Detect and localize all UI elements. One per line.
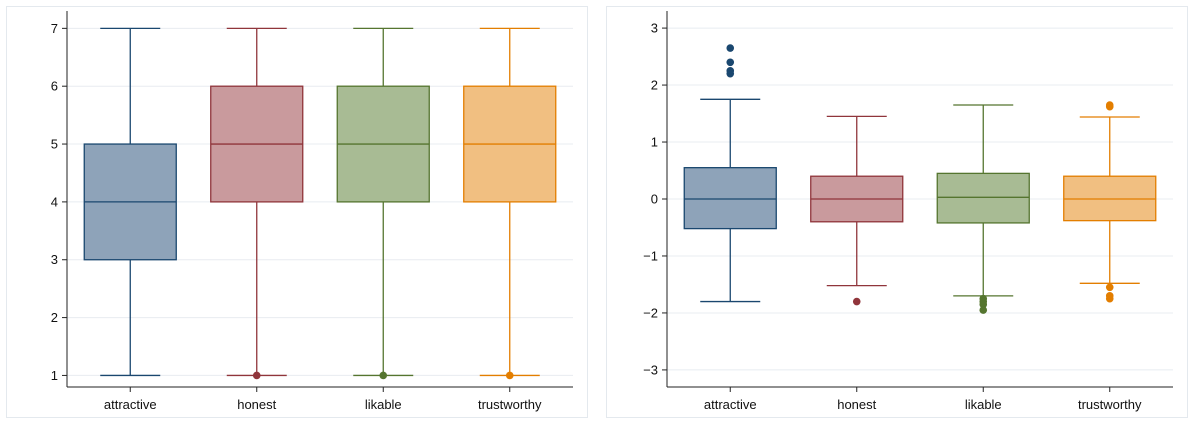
- y-tick-label: 2: [651, 78, 658, 93]
- outlier-point: [505, 371, 514, 380]
- outlier-point: [726, 69, 735, 78]
- outlier-point: [1105, 283, 1114, 292]
- y-tick-label: −2: [643, 305, 658, 320]
- y-tick-label: 6: [51, 79, 58, 94]
- y-tick-label: −1: [643, 248, 658, 263]
- y-tick-label: 4: [51, 194, 58, 209]
- y-tick-label: −3: [643, 362, 658, 377]
- outlier-point: [852, 297, 861, 306]
- outlier-point: [726, 58, 735, 67]
- box-attractive: [683, 167, 777, 230]
- box-plot-left: 1 2 3 4 5 6 7 attractive honest likable trustworth…: [6, 6, 588, 418]
- outlier-point: [1105, 294, 1114, 303]
- outlier-point: [1105, 102, 1114, 111]
- box-plot-right-svg: 3 2 1 0 −1 −2 −3 attractive honest likable trustwo…: [643, 11, 1173, 412]
- x-tick-label: honest: [237, 397, 276, 412]
- x-tick-label: trustworthy: [1078, 397, 1142, 412]
- y-tick-label: 1: [51, 368, 58, 383]
- x-tick-label: trustworthy: [478, 397, 542, 412]
- outlier-point: [979, 306, 988, 314]
- x-tick-label: likable: [965, 397, 1002, 412]
- y-tick-label: 1: [651, 135, 658, 150]
- outlier-point: [726, 44, 735, 52]
- box-likable: [936, 172, 1030, 224]
- y-tick-label: 2: [51, 310, 58, 325]
- box-plot-right: 3 2 1 0 −1 −2 −3 attractive honest likable trustwo…: [606, 6, 1188, 418]
- outlier-point: [379, 371, 388, 380]
- x-tick-label: honest: [837, 397, 876, 412]
- outlier-point: [252, 371, 261, 380]
- x-tick-label: likable: [365, 397, 402, 412]
- y-tick-label: 3: [651, 21, 658, 36]
- x-tick-label: attractive: [104, 397, 157, 412]
- y-tick-label: 5: [51, 137, 58, 152]
- y-tick-label: 3: [51, 252, 58, 267]
- y-tick-label: 0: [651, 192, 658, 207]
- y-tick-label: 7: [51, 21, 58, 36]
- x-tick-label: attractive: [704, 397, 757, 412]
- box-plot-left-svg: 1 2 3 4 5 6 7 attractive honest likable trustworth…: [51, 11, 573, 412]
- outlier-point: [979, 300, 988, 309]
